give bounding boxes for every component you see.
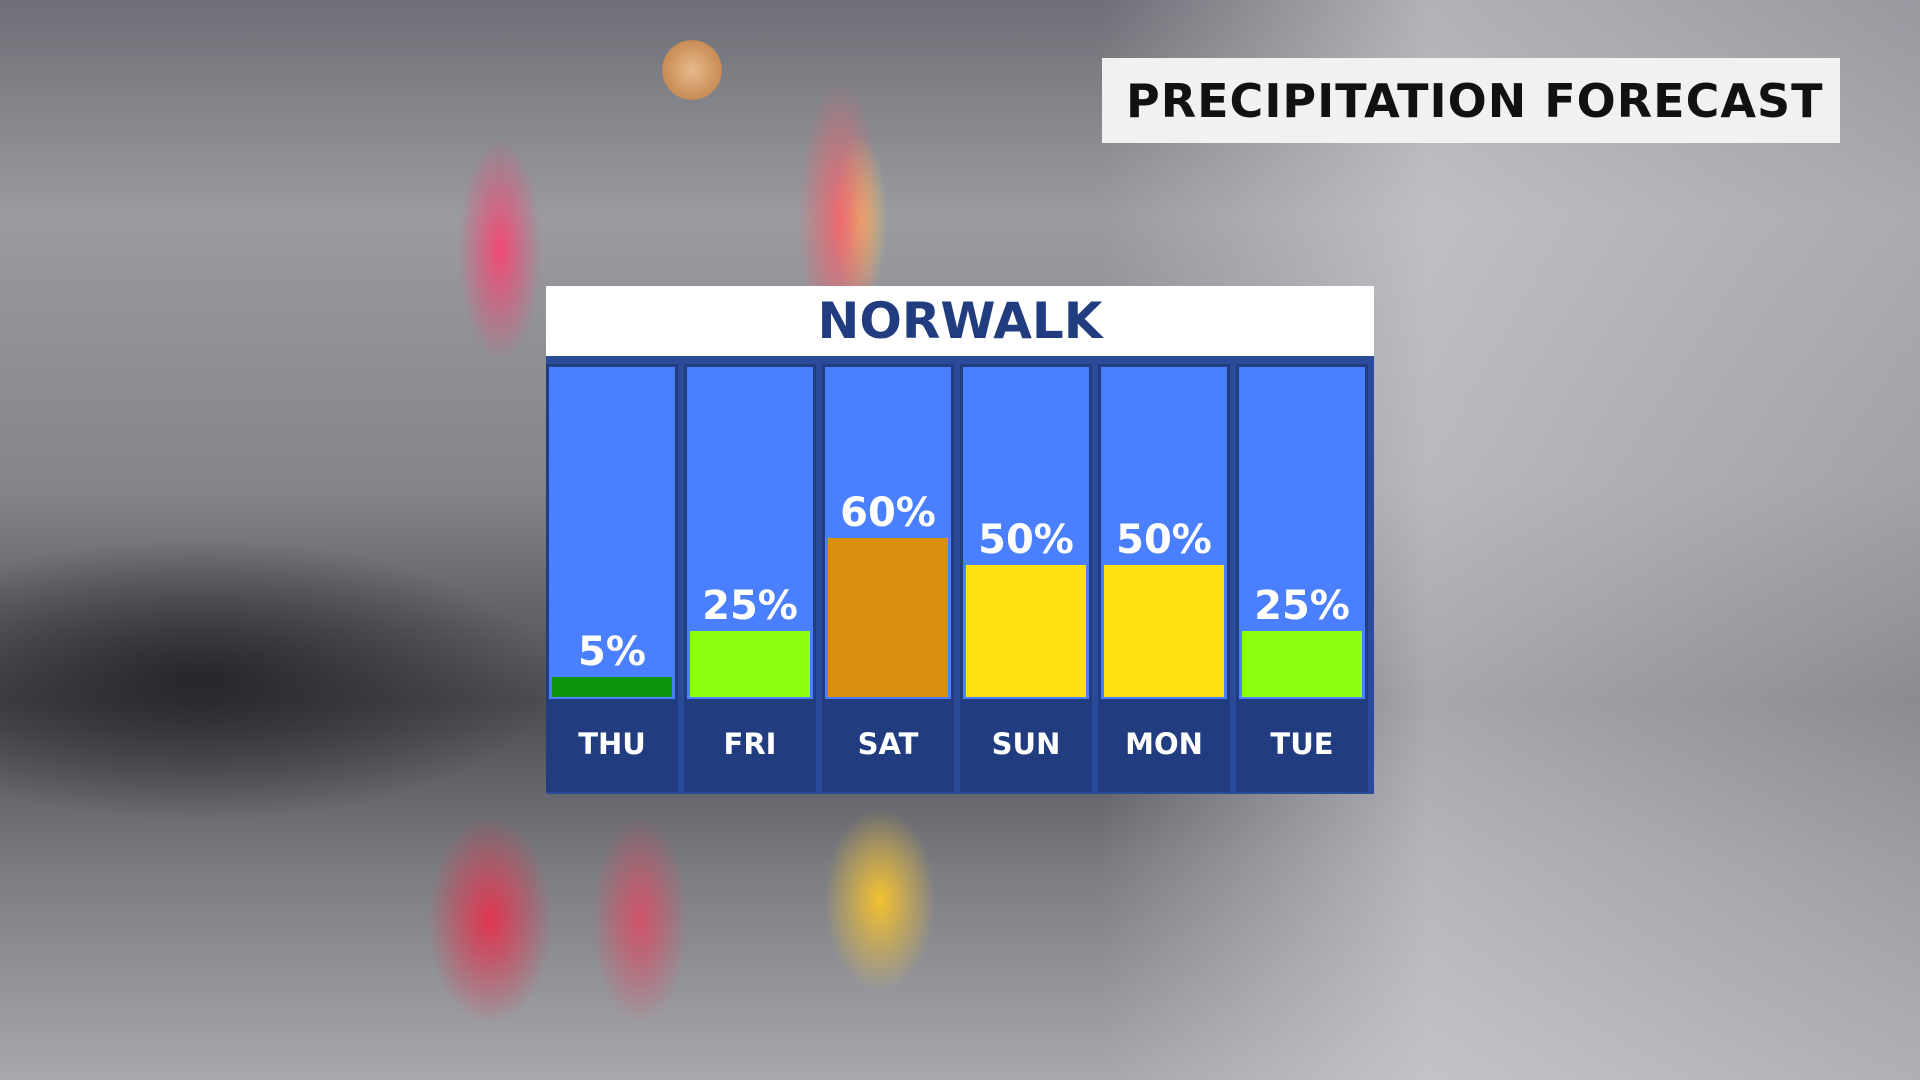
day-label: TUE [1239, 697, 1365, 789]
day-column: 50% MON [1098, 364, 1230, 792]
day-column: 5% THU [546, 364, 678, 792]
day-column: 25% FRI [684, 364, 816, 792]
precip-label: 50% [978, 516, 1074, 563]
page-title: PRECIPITATION FORECAST [1126, 73, 1824, 128]
day-label: FRI [687, 697, 813, 789]
precip-bar [552, 677, 672, 697]
precip-bar [690, 630, 810, 697]
precip-label: 25% [1254, 582, 1350, 629]
precip-bar [828, 538, 948, 697]
day-label: SAT [825, 697, 951, 789]
precip-bar [1242, 630, 1362, 697]
day-label: MON [1101, 697, 1227, 789]
day-column: 60% SAT [822, 364, 954, 792]
forecast-panel: NORWALK 5% THU 25% FRI 60% SAT 50% SUN 50% MON 25%… [546, 286, 1374, 794]
precip-label: 5% [578, 629, 646, 675]
title-banner: PRECIPITATION FORECAST [1102, 58, 1840, 143]
precip-label: 60% [840, 490, 936, 536]
location-header: NORWALK [546, 286, 1374, 356]
day-column: 25% TUE [1236, 364, 1368, 792]
precip-bar [1104, 564, 1224, 697]
day-column: 50% SUN [960, 364, 1092, 792]
precip-label: 50% [1116, 516, 1212, 563]
location-title: NORWALK [817, 292, 1103, 350]
precip-label: 25% [702, 582, 798, 629]
day-label: THU [549, 697, 675, 789]
precip-bar [966, 564, 1086, 697]
day-label: SUN [963, 697, 1089, 789]
